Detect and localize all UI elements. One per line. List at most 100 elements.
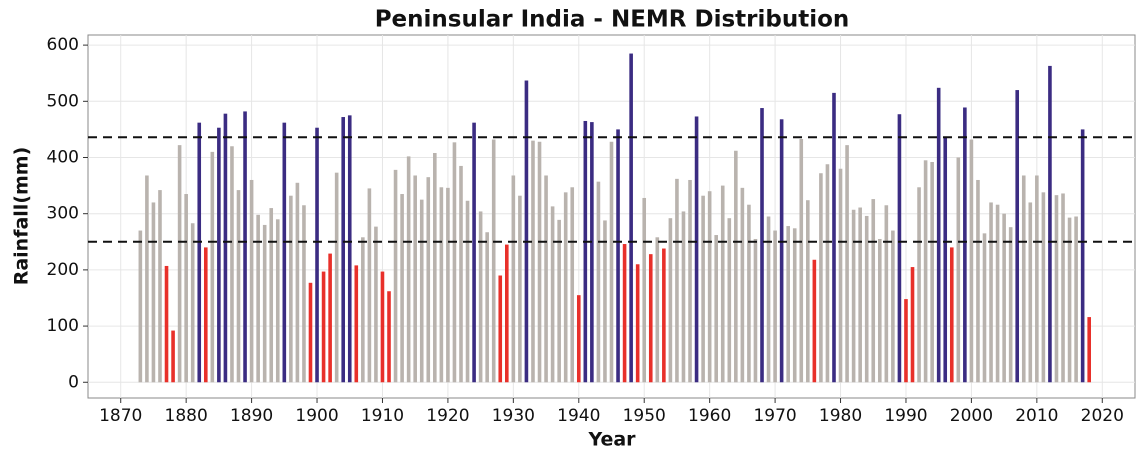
bar: [452, 142, 457, 383]
bar: [832, 92, 836, 383]
bar: [315, 127, 319, 383]
bar: [164, 265, 169, 383]
bar: [590, 122, 594, 383]
bar: [858, 207, 862, 383]
bar: [275, 219, 280, 383]
bar: [249, 179, 254, 383]
x-tick-label: 1920: [426, 406, 469, 426]
bar: [753, 238, 758, 383]
bar: [1048, 65, 1052, 383]
bar: [943, 136, 948, 383]
bar: [217, 127, 221, 383]
bar: [910, 267, 915, 383]
bar: [446, 187, 450, 383]
bar: [269, 208, 274, 383]
bar: [544, 175, 548, 383]
bar: [989, 202, 993, 383]
x-tick-label: 1990: [884, 406, 927, 426]
bar: [518, 195, 522, 383]
bar: [701, 195, 705, 383]
bar: [976, 179, 980, 383]
bar: [197, 122, 202, 383]
bar: [184, 194, 188, 383]
bar: [642, 197, 647, 383]
bar: [308, 282, 313, 383]
bar: [734, 150, 738, 383]
bar: [714, 235, 718, 383]
y-tick-label: 500: [47, 91, 79, 111]
y-tick-label: 400: [47, 147, 79, 167]
bar: [1002, 213, 1006, 383]
bar: [668, 218, 673, 383]
x-tick-label: 2010: [1015, 406, 1058, 426]
bar: [923, 160, 928, 383]
bar: [838, 168, 843, 383]
bar: [936, 87, 941, 383]
bar: [1074, 216, 1078, 383]
x-tick-label: 1970: [753, 406, 796, 426]
y-tick-label: 0: [68, 372, 79, 392]
bar: [177, 145, 182, 383]
bar: [720, 185, 725, 383]
bar: [1028, 202, 1033, 383]
x-tick-label: 1950: [623, 406, 666, 426]
bar: [210, 151, 215, 383]
bar: [505, 244, 509, 383]
bar: [675, 178, 679, 383]
bar: [145, 175, 149, 383]
bar: [740, 187, 745, 383]
bar: [596, 181, 601, 383]
bar: [891, 230, 895, 383]
bar: [819, 173, 823, 383]
bar: [648, 254, 653, 383]
bar: [812, 259, 817, 383]
bar: [485, 232, 489, 383]
bar: [262, 224, 267, 383]
bar: [884, 205, 889, 383]
bar: [524, 80, 529, 383]
bar: [662, 248, 666, 383]
bar: [400, 194, 404, 383]
y-tick-label: 200: [47, 260, 79, 280]
bar: [138, 230, 143, 383]
bar: [557, 219, 561, 383]
bar: [609, 141, 614, 383]
bar: [347, 115, 352, 383]
bar: [302, 205, 306, 383]
bar: [864, 215, 869, 383]
bar: [1067, 217, 1072, 383]
bar: [707, 191, 712, 383]
bar: [1021, 175, 1026, 383]
bar: [223, 113, 228, 383]
bar: [694, 116, 699, 383]
bar: [845, 145, 849, 383]
x-tick-label: 1960: [688, 406, 731, 426]
x-tick-label: 1910: [361, 406, 404, 426]
bar: [387, 291, 391, 383]
y-tick-label: 600: [47, 35, 79, 55]
bar: [1041, 192, 1046, 383]
bar: [1080, 129, 1085, 383]
x-tick-label: 1880: [165, 406, 208, 426]
bar: [904, 299, 908, 383]
bar: [851, 209, 856, 383]
bar: [361, 237, 365, 383]
x-tick-label: 2000: [950, 406, 993, 426]
bar: [576, 295, 581, 383]
bar: [982, 233, 987, 383]
bar: [236, 190, 241, 383]
bar: [256, 214, 260, 383]
bar: [570, 187, 575, 383]
bar: [949, 247, 954, 383]
bar: [321, 271, 326, 383]
y-tick-label: 100: [47, 316, 79, 336]
bar: [792, 228, 797, 383]
bar: [459, 165, 463, 383]
bar: [760, 108, 764, 383]
x-tick-label: 1870: [99, 406, 142, 426]
x-tick-label: 1900: [295, 406, 338, 426]
bar: [969, 139, 974, 383]
bar: [766, 216, 771, 383]
